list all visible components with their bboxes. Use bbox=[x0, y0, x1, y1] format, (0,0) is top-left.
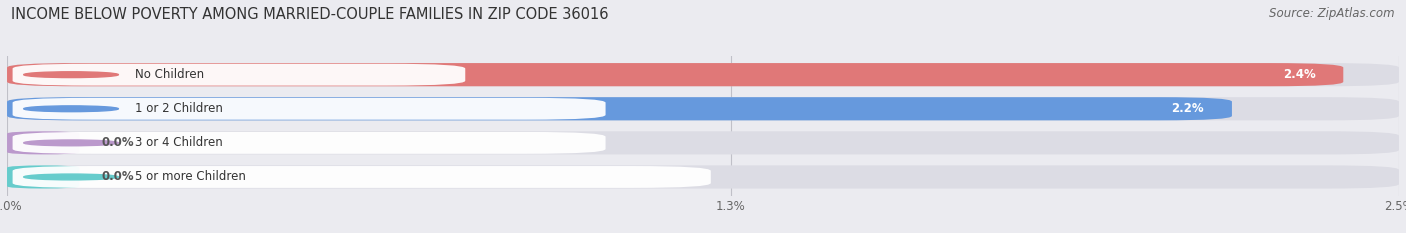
Text: 2.2%: 2.2% bbox=[1171, 102, 1204, 115]
Text: Source: ZipAtlas.com: Source: ZipAtlas.com bbox=[1270, 7, 1395, 20]
Circle shape bbox=[24, 174, 118, 180]
Text: 5 or more Children: 5 or more Children bbox=[135, 171, 246, 183]
Text: 0.0%: 0.0% bbox=[101, 171, 135, 183]
FancyBboxPatch shape bbox=[7, 97, 1399, 120]
FancyBboxPatch shape bbox=[13, 166, 711, 188]
Circle shape bbox=[24, 72, 118, 78]
FancyBboxPatch shape bbox=[7, 165, 1399, 188]
FancyBboxPatch shape bbox=[7, 63, 1343, 86]
Text: No Children: No Children bbox=[135, 68, 204, 81]
FancyBboxPatch shape bbox=[13, 132, 606, 154]
Text: 1 or 2 Children: 1 or 2 Children bbox=[135, 102, 224, 115]
FancyBboxPatch shape bbox=[7, 165, 79, 188]
Text: INCOME BELOW POVERTY AMONG MARRIED-COUPLE FAMILIES IN ZIP CODE 36016: INCOME BELOW POVERTY AMONG MARRIED-COUPL… bbox=[11, 7, 609, 22]
FancyBboxPatch shape bbox=[7, 131, 1399, 154]
FancyBboxPatch shape bbox=[13, 98, 606, 120]
FancyBboxPatch shape bbox=[7, 97, 1232, 120]
FancyBboxPatch shape bbox=[7, 131, 79, 154]
Circle shape bbox=[24, 106, 118, 112]
FancyBboxPatch shape bbox=[7, 63, 1399, 86]
Circle shape bbox=[24, 140, 118, 146]
Text: 2.4%: 2.4% bbox=[1282, 68, 1316, 81]
Text: 0.0%: 0.0% bbox=[101, 136, 135, 149]
FancyBboxPatch shape bbox=[13, 64, 465, 86]
Text: 3 or 4 Children: 3 or 4 Children bbox=[135, 136, 222, 149]
